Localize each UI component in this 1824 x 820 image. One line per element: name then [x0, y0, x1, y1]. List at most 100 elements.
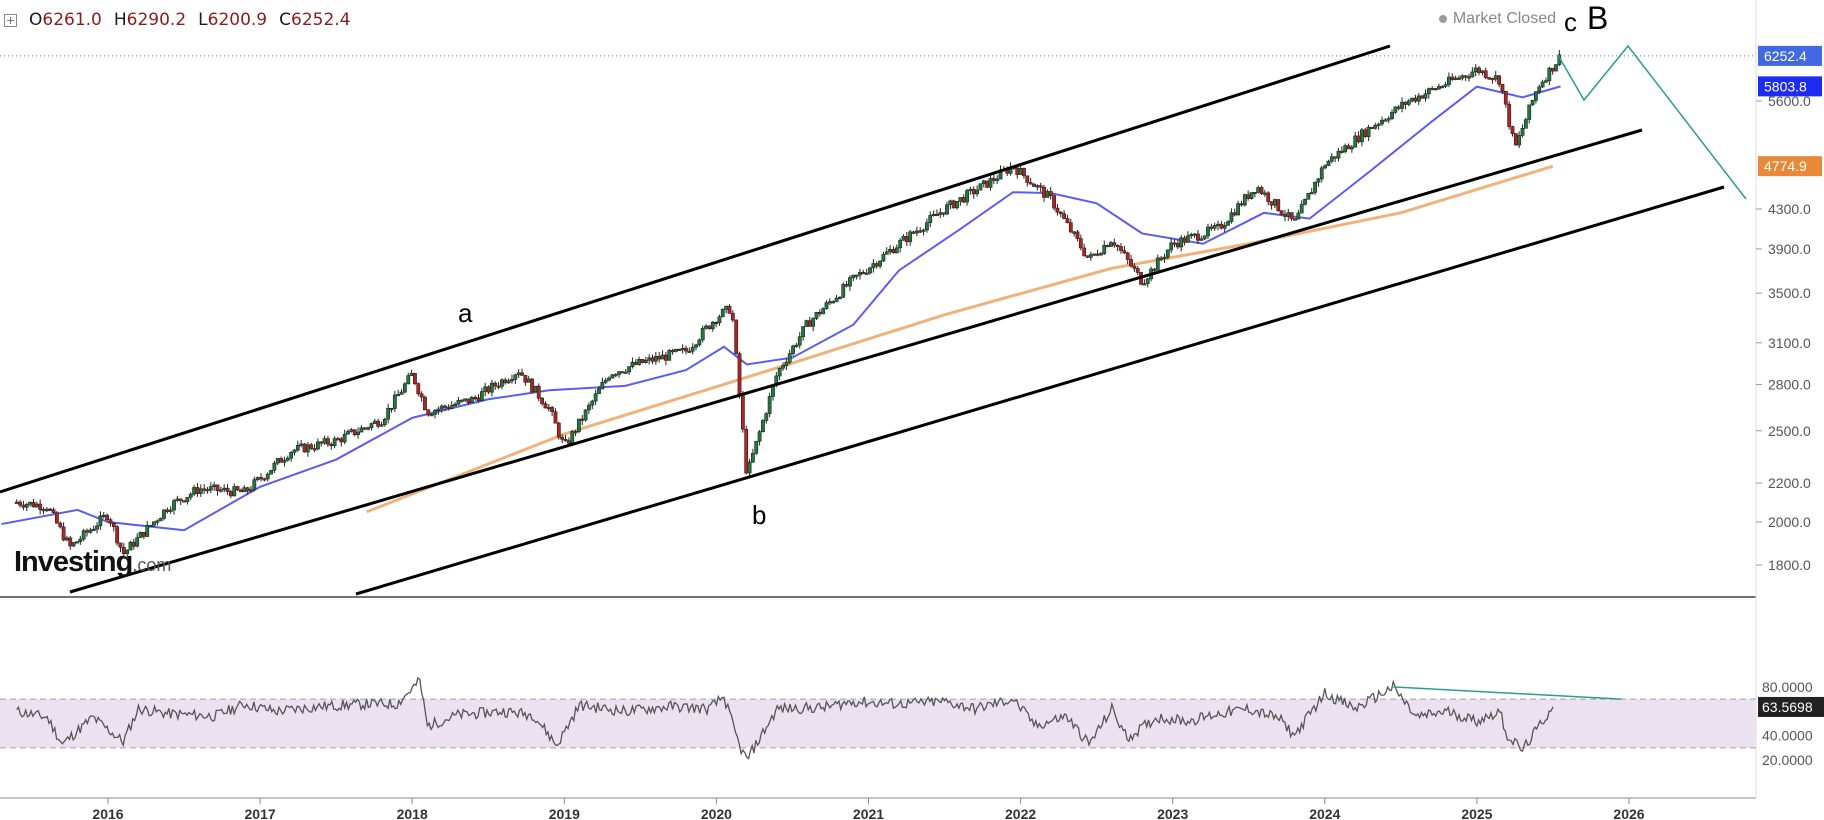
candle-body [627, 366, 631, 373]
candle-body [1058, 211, 1063, 214]
candle-body [1420, 95, 1425, 99]
candle-body [884, 251, 889, 255]
candle-body [436, 408, 441, 411]
candle-body [674, 348, 678, 352]
y-tick-label: 2800.0 [1768, 376, 1811, 392]
candle-body [734, 319, 739, 354]
candle-body [1099, 253, 1103, 256]
ma-slow-tag: 4774.9 [1764, 158, 1807, 174]
candle-body [218, 489, 223, 492]
candle-body [118, 542, 123, 548]
candle-body [556, 422, 561, 438]
candle-body [242, 487, 247, 493]
candle-body [1075, 231, 1080, 239]
candle-body [898, 240, 903, 249]
candle-body [1329, 156, 1334, 162]
projection-path [1557, 44, 1747, 200]
candle-body [98, 515, 103, 527]
candle-body [1470, 71, 1475, 78]
y-tick-label: 4300.0 [1768, 201, 1811, 217]
candle-body [881, 253, 886, 262]
candle-body [767, 396, 772, 414]
candle-body [864, 272, 869, 275]
candle-body [416, 383, 421, 395]
candle-body [630, 361, 635, 367]
candle-body [141, 532, 146, 537]
candle-body [165, 509, 170, 512]
candle-body [824, 302, 829, 309]
candle-body [650, 357, 655, 362]
candle-body [1088, 254, 1093, 258]
candle-body [1296, 212, 1301, 220]
candle-body [1447, 76, 1451, 85]
candle-body [1155, 257, 1160, 271]
expand-icon[interactable] [4, 13, 17, 27]
slow-moving-average [366, 164, 1554, 514]
candle-body [1175, 243, 1180, 248]
candle-body [48, 508, 53, 511]
high-value: 6290.2 [126, 10, 187, 30]
candle-body [834, 297, 839, 302]
candle-body [1483, 70, 1488, 78]
candle-body [904, 236, 909, 243]
candle-body [1159, 257, 1164, 260]
low-label: L [198, 10, 208, 30]
candle-body [901, 236, 906, 241]
candle-body [493, 382, 498, 387]
candle-body [951, 200, 956, 209]
candle-body [1406, 100, 1411, 105]
candle-body [1119, 246, 1123, 251]
candle-body [848, 277, 852, 287]
candle-body [443, 405, 447, 408]
candle-body [382, 418, 387, 426]
x-tick-label: 2018 [397, 806, 428, 820]
candle-body [570, 431, 575, 444]
candle-body [1045, 191, 1050, 198]
candle-body [289, 452, 294, 459]
candle-body [1169, 242, 1174, 251]
investing-logo: Investing.com [14, 546, 172, 578]
candle-body [1343, 145, 1348, 153]
candle-body [44, 508, 49, 511]
rsi-tick-label: 20.0000 [1762, 752, 1813, 768]
candle-body [851, 274, 856, 278]
candle-body [21, 504, 26, 508]
candle-body [637, 359, 642, 365]
candle-body [697, 339, 702, 346]
candle-body [684, 347, 688, 352]
candle-body [670, 350, 675, 353]
status-dot-icon [1438, 15, 1447, 23]
candle-body [1443, 84, 1448, 87]
candle-body [1376, 123, 1381, 126]
candle-body [362, 427, 367, 430]
candle-body [332, 438, 337, 446]
candle-body [546, 407, 551, 410]
candle-body [1450, 76, 1455, 80]
candle-body [597, 388, 601, 395]
candle-body [861, 272, 866, 275]
candle-body [1172, 242, 1177, 245]
candle-body [1239, 203, 1244, 206]
candle-body [352, 429, 357, 435]
candle-body [222, 487, 227, 491]
candle-body [1523, 119, 1528, 129]
candle-body [687, 350, 692, 353]
x-tick-label: 2016 [92, 806, 123, 820]
candle-body [653, 356, 658, 362]
candle-body [583, 409, 588, 421]
candle-body [259, 477, 263, 480]
y-tick-label: 3500.0 [1768, 285, 1811, 301]
rsi-line [16, 677, 1554, 760]
candle-body [640, 359, 645, 363]
candle-body [1513, 133, 1518, 146]
candle-body [660, 354, 665, 360]
candle-body [329, 443, 334, 447]
candle-body [1112, 242, 1117, 246]
fast-moving-average [1, 85, 1561, 532]
candle-body [232, 486, 237, 497]
candle-body [38, 503, 43, 510]
candle-body [1333, 156, 1338, 159]
candle-body [71, 542, 76, 547]
candle-body [955, 201, 959, 209]
